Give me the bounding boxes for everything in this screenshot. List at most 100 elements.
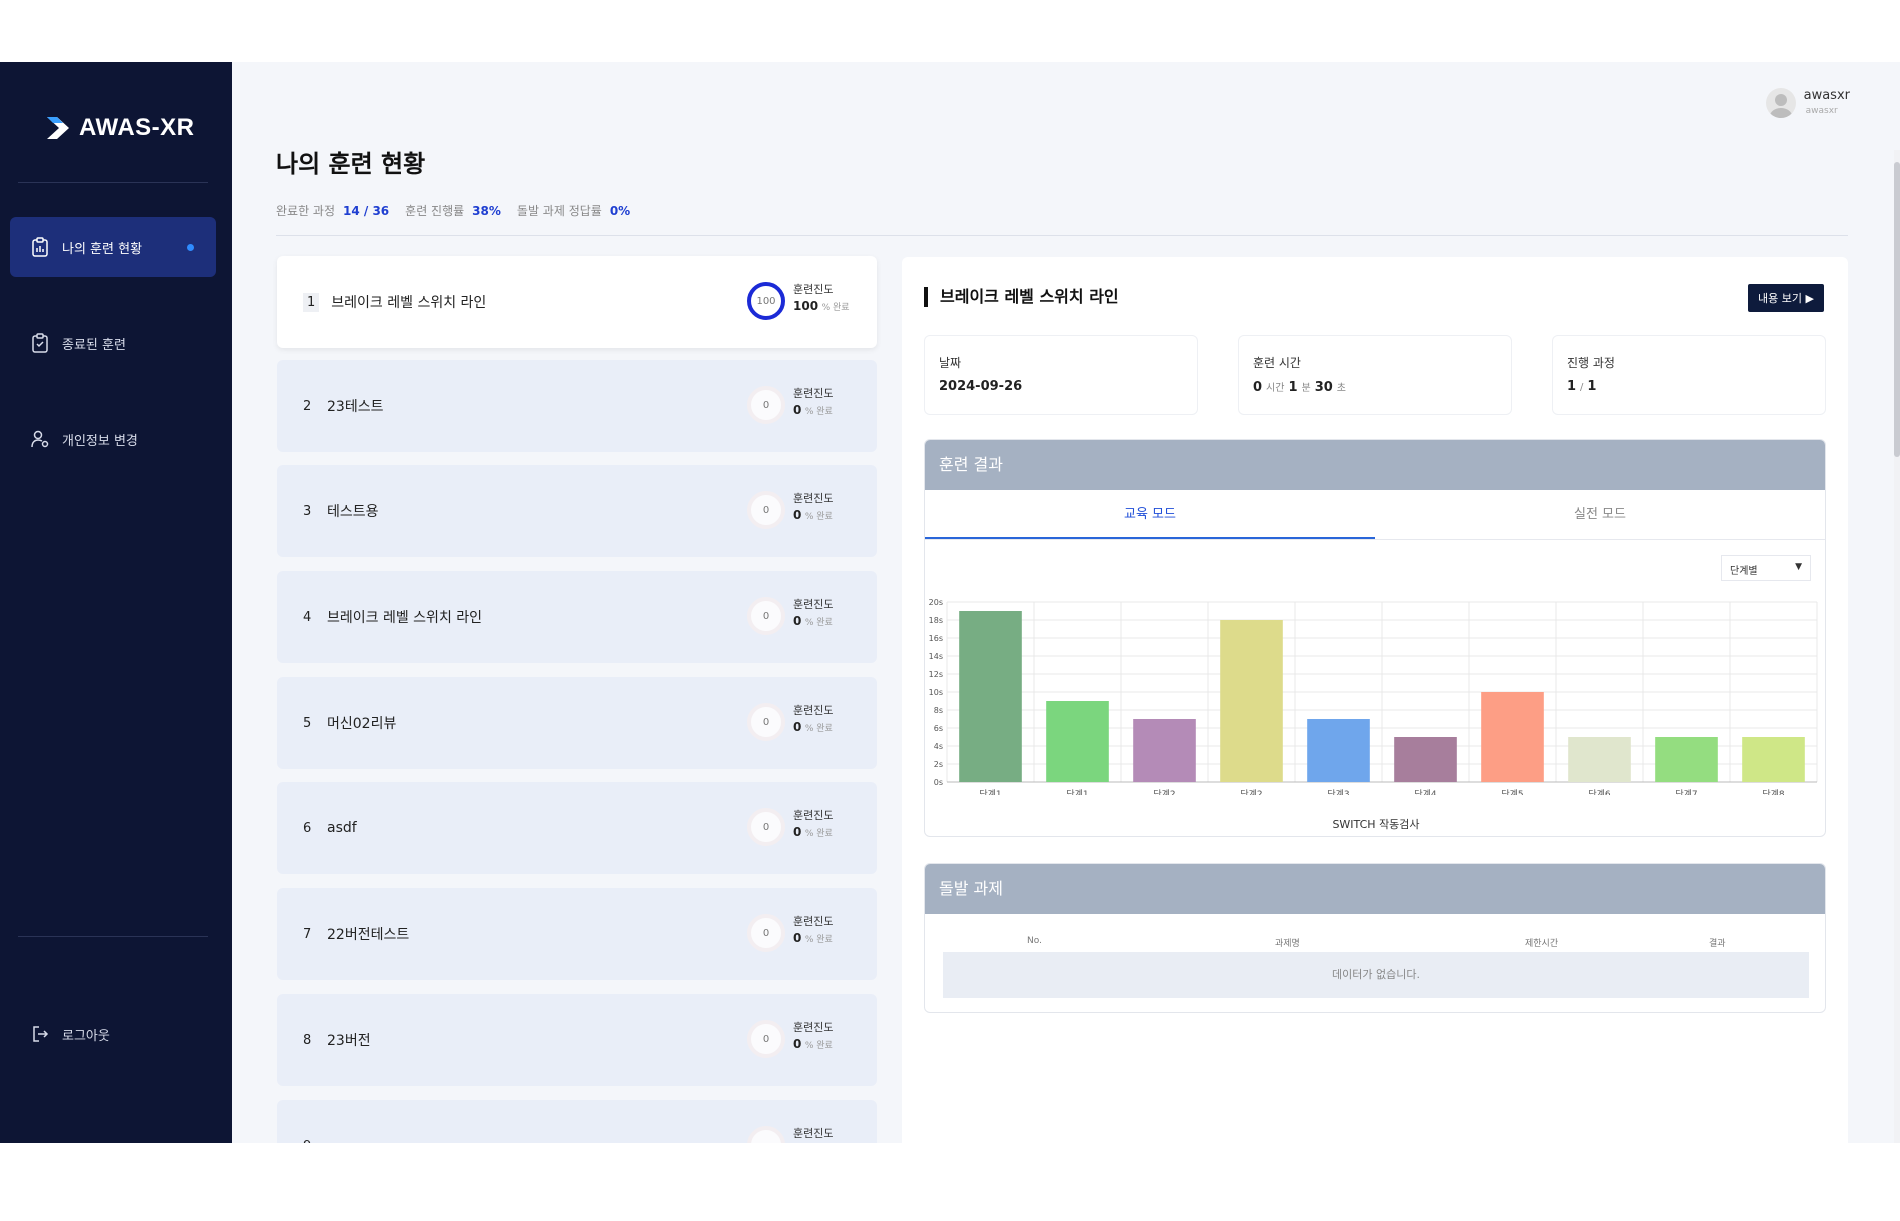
bar[interactable] (1046, 701, 1109, 782)
course-title: asdf (327, 820, 357, 836)
bar[interactable] (1568, 737, 1631, 782)
course-progress-card: 진행 과정 1/1 (1552, 335, 1826, 415)
time-label: 훈련 시간 (1253, 356, 1301, 370)
avatar (1765, 88, 1796, 118)
sidebar-item-label: 개인정보 변경 (62, 433, 138, 449)
course-title: 23테스트 (327, 399, 384, 415)
course-progress-value: 1/1 (1567, 379, 1597, 394)
y-tick-label: 18s (929, 616, 943, 625)
user-name: awasxr (1803, 88, 1850, 103)
bar[interactable] (1481, 692, 1544, 782)
scrollbar-thumb[interactable] (1894, 162, 1900, 457)
y-tick-label: 16s (929, 634, 943, 643)
y-tick-label: 12s (929, 670, 943, 679)
tab-practice-mode[interactable]: 실전 모드 (1574, 507, 1626, 522)
y-tick-label: 20s (929, 598, 943, 607)
course-title: 브레이크 레벨 스위치 라인 (331, 295, 487, 311)
y-tick-label: 8s (934, 706, 943, 715)
x-tick-label: 단계7 (1675, 788, 1697, 795)
course-number: 2 (303, 398, 312, 414)
course-title: 테스트용 (327, 504, 379, 520)
detail-panel: 브레이크 레벨 스위치 라인 내용 보기 ▶ 날짜 2024-09-26 훈련 … (902, 257, 1848, 1143)
sidebar-item-profile[interactable]: 개인정보 변경 (10, 409, 216, 469)
bar[interactable] (1742, 737, 1805, 782)
course-number: 8 (303, 1032, 312, 1048)
progress-label: 훈련진도 % 완료 (793, 1127, 834, 1140)
x-tick-label: 단계6 (1588, 788, 1611, 795)
app-name: AWAS-XR (79, 114, 195, 141)
progress-ring: 0 (747, 1020, 785, 1058)
clipboard-chart-icon (32, 237, 48, 257)
caret-right-icon: ▶ (1805, 292, 1814, 305)
course-item[interactable]: 3 테스트용 0 훈련진도 0 % 완료 (277, 465, 877, 557)
view-content-button[interactable]: 내용 보기 ▶ (1748, 284, 1824, 312)
scrollbar-track[interactable] (1894, 150, 1900, 1143)
course-number: 6 (303, 820, 312, 836)
course-item[interactable]: 8 23버전 0 훈련진도 0 % 완료 (277, 994, 877, 1086)
progress-ring: 0 (747, 703, 785, 741)
user-subtitle: awasxr (1805, 106, 1838, 116)
y-tick-label: 4s (934, 742, 943, 751)
course-item[interactable]: 6 asdf 0 훈련진도 0 % 완료 (277, 782, 877, 874)
progress-label: 훈련진도 0 % 완료 (793, 387, 834, 417)
bar[interactable] (959, 611, 1022, 782)
course-number: 7 (303, 926, 312, 942)
course-item[interactable]: 2 23테스트 0 훈련진도 0 % 완료 (277, 360, 877, 452)
bar[interactable] (1307, 719, 1370, 782)
sidebar-item-my-training[interactable]: 나의 훈련 현황 (10, 217, 216, 277)
course-item[interactable]: 7 22버전테스트 0 훈련진도 0 % 완료 (277, 888, 877, 980)
logo[interactable]: AWAS-XR (45, 114, 195, 142)
column-no: No. (1027, 936, 1042, 946)
bar[interactable] (1394, 737, 1457, 782)
user-menu[interactable]: awasxr awasxr (1765, 88, 1850, 118)
clipboard-check-icon (32, 333, 48, 353)
course-title: 머신02리뷰 (327, 716, 397, 732)
logout-icon (33, 1026, 49, 1042)
summary-accuracy: 돌발 과제 정답률 0% (516, 204, 631, 218)
date-value: 2024-09-26 (939, 379, 1023, 394)
progress-ring: 0 (747, 808, 785, 846)
sidebar-item-finished-training[interactable]: 종료된 훈련 (10, 313, 216, 373)
logout-button[interactable]: 로그아웃 (10, 1004, 216, 1064)
progress-label: 훈련진도 0 % 완료 (793, 915, 834, 945)
mode-tabs: 교육 모드 실전 모드 (925, 490, 1825, 540)
header-divider (276, 235, 1848, 236)
y-tick-label: 10s (929, 688, 943, 697)
x-tick-label: 단계4 (1414, 788, 1437, 795)
result-header: 훈련 결과 (925, 440, 1825, 490)
time-value: 0 시간 1 분 30 초 (1253, 380, 1346, 395)
course-title: 23버전 (327, 1033, 371, 1049)
avatar-person-icon (1769, 94, 1792, 118)
course-number: 5 (303, 715, 312, 731)
date-label: 날짜 (939, 356, 962, 370)
sidebar-divider (18, 936, 208, 937)
course-number: 3 (303, 503, 312, 519)
stage-select[interactable]: 단계별 ▼ (1721, 555, 1811, 581)
empty-state: 데이터가 없습니다. (943, 952, 1809, 998)
time-card: 훈련 시간 0 시간 1 분 30 초 (1238, 335, 1512, 415)
progress-label: 훈련진도 0 % 완료 (793, 598, 834, 628)
progress-ring: 0 (747, 914, 785, 952)
progress-label: 훈련진도 100 % 완료 (793, 283, 850, 313)
bar[interactable] (1133, 719, 1196, 782)
x-tick-label: 단계5 (1501, 788, 1523, 795)
result-section: 훈련 결과 교육 모드 실전 모드 단계별 ▼ 0s 2s 4s 6s 8s 10s 12s 1… (924, 439, 1826, 837)
user-gear-icon (31, 430, 49, 448)
bar[interactable] (1220, 620, 1283, 782)
sidebar-item-label: 나의 훈련 현황 (62, 241, 143, 257)
page-title: 나의 훈련 현황 (276, 150, 426, 178)
x-tick-label: 단계2 (1240, 788, 1262, 795)
logout-label: 로그아웃 (62, 1028, 110, 1044)
progress-label: 훈련진도 0 % 완료 (793, 809, 834, 839)
result-bar-chart: 0s 2s 4s 6s 8s 10s 12s 14s 16s 18s 20s 단계1 단계1 단계2 단계2… (929, 598, 1818, 795)
bar[interactable] (1655, 737, 1718, 782)
course-item[interactable]: 9 훈련진도 % 완료 (277, 1100, 877, 1143)
progress-ring: 0 (747, 386, 785, 424)
y-tick-label: 6s (934, 724, 943, 733)
course-item[interactable]: 4 브레이크 레벨 스위치 라인 0 훈련진도 0 % 완료 (277, 571, 877, 663)
tab-education-mode[interactable]: 교육 모드 (925, 490, 1375, 539)
course-item[interactable]: 1 브레이크 레벨 스위치 라인 100 훈련진도 100 % 완료 (277, 256, 877, 348)
course-number: 4 (303, 609, 312, 625)
course-item[interactable]: 5 머신02리뷰 0 훈련진도 0 % 완료 (277, 677, 877, 769)
y-tick-label: 2s (934, 760, 943, 769)
